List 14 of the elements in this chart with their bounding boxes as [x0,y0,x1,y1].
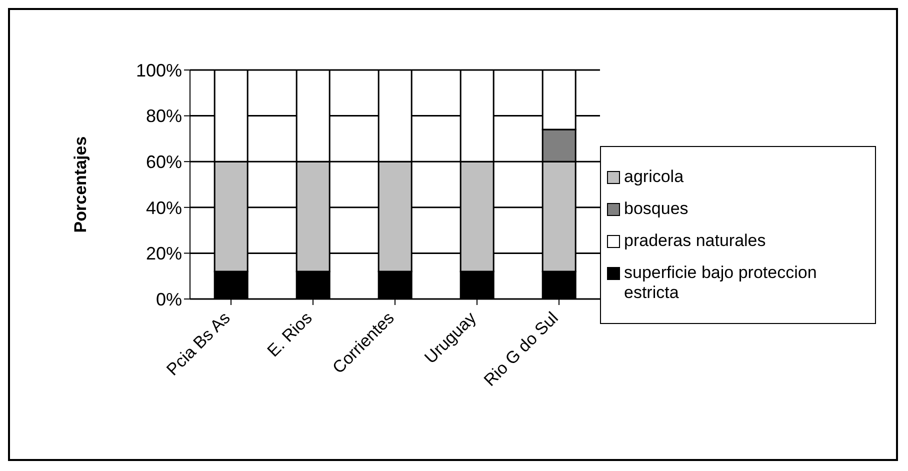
x-tick-label: Rio G do Sul [480,308,562,390]
y-axis-title: Porcentajes [71,136,90,233]
legend-label: praderas naturales [624,230,766,250]
y-tick-label: 60% [146,152,182,172]
x-tick-label: Pcia Bs As [162,308,234,380]
legend-label: superficie bajo proteccion estricta [624,262,818,302]
x-tick-label: E. Rios [264,308,316,361]
legend-label: bosques [624,198,688,218]
y-tick-label: 0% [156,289,182,310]
y-tick-label: 40% [146,198,182,218]
y-tick-label: 80% [146,106,182,126]
legend-label: agricola [624,166,684,186]
y-tick-label: 100% [136,60,182,80]
y-tick-label: 20% [146,244,182,264]
